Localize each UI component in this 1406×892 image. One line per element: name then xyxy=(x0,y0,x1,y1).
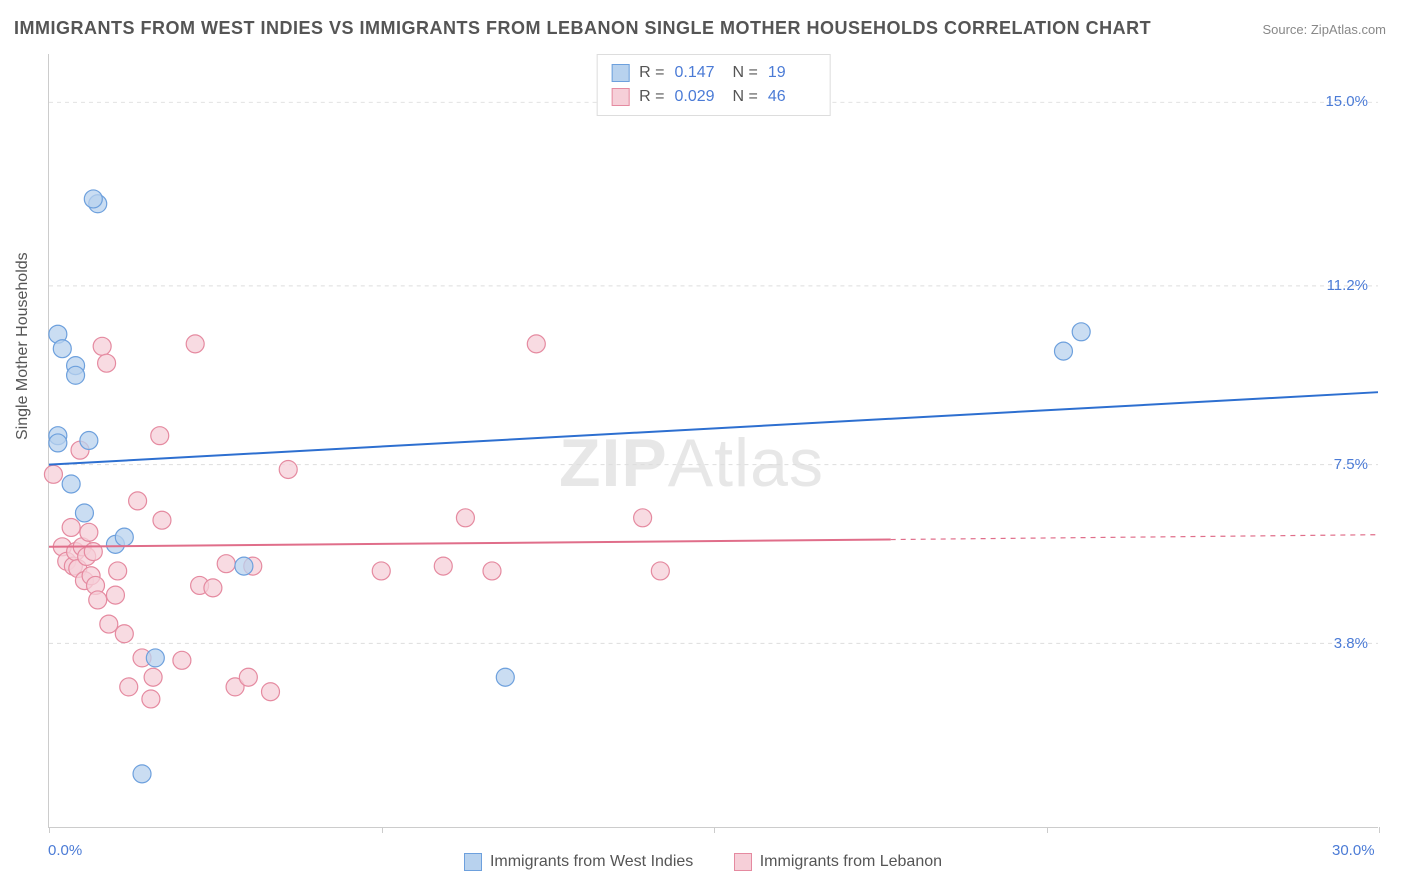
r-value-1: 0.147 xyxy=(675,61,723,85)
r-label-1: R = xyxy=(639,61,664,85)
legend-swatch-2 xyxy=(734,853,752,871)
chart-svg xyxy=(49,54,1378,827)
legend-item-1: Immigrants from West Indies xyxy=(464,853,693,871)
series2-points xyxy=(44,335,669,708)
y-tick-label: 7.5% xyxy=(1334,456,1368,473)
plot-area: ZIPAtlas 3.8%7.5%11.2%15.0% R = 0.147 N … xyxy=(48,54,1378,828)
r-value-2: 0.029 xyxy=(675,85,723,109)
stats-box: R = 0.147 N = 19 R = 0.029 N = 46 xyxy=(596,54,831,116)
legend-item-2: Immigrants from Lebanon xyxy=(734,853,942,871)
r-label-2: R = xyxy=(639,85,664,109)
legend-label-1: Immigrants from West Indies xyxy=(490,853,693,871)
legend-label-2: Immigrants from Lebanon xyxy=(760,853,942,871)
n-value-1: 19 xyxy=(768,61,816,85)
swatch-series2 xyxy=(611,88,629,106)
n-label-2: N = xyxy=(733,85,758,109)
trendlines xyxy=(49,392,1378,547)
n-value-2: 46 xyxy=(768,85,816,109)
source-label: Source: ZipAtlas.com xyxy=(1262,22,1386,37)
stats-row-2: R = 0.029 N = 46 xyxy=(611,85,816,109)
y-tick-label: 15.0% xyxy=(1325,93,1368,110)
y-axis-label: Single Mother Households xyxy=(14,252,32,440)
bottom-legend: Immigrants from West Indies Immigrants f… xyxy=(0,853,1406,876)
chart-title: IMMIGRANTS FROM WEST INDIES VS IMMIGRANT… xyxy=(14,18,1151,39)
y-tick-label: 11.2% xyxy=(1327,277,1368,294)
y-tick-label: 3.8% xyxy=(1334,635,1368,652)
legend-swatch-1 xyxy=(464,853,482,871)
n-label-1: N = xyxy=(733,61,758,85)
swatch-series1 xyxy=(611,64,629,82)
stats-row-1: R = 0.147 N = 19 xyxy=(611,61,816,85)
series1-points xyxy=(49,190,1090,783)
